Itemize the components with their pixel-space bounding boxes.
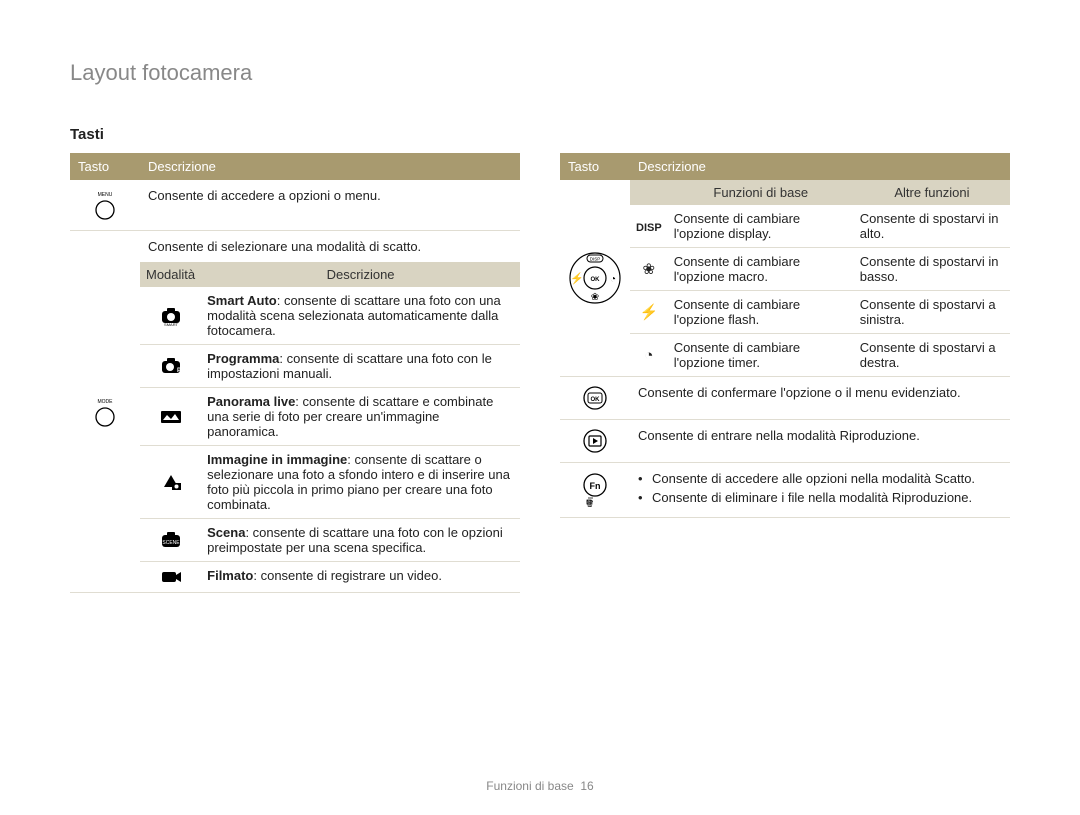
dial-row-timer: ◔ Consente di cambiare l'opzione timer. … <box>630 334 1010 377</box>
svg-text:MODE: MODE <box>98 399 114 405</box>
playback-desc: Consente di entrare nella modalità Ripro… <box>630 420 1010 463</box>
th-tasto: Tasto <box>70 153 140 180</box>
footer-label: Funzioni di base <box>486 779 573 793</box>
svg-text:DISP: DISP <box>590 257 601 262</box>
fn-desc: Consente di accedere alle opzioni nella … <box>630 463 1010 518</box>
th-modalita: Modalità <box>140 262 201 287</box>
smart-auto-label: Smart Auto <box>207 293 277 308</box>
fn-button-icon: Fn 🗑 <box>560 463 630 518</box>
pip-label: Immagine in immagine <box>207 452 347 467</box>
ok-button-icon: OK <box>560 377 630 420</box>
svg-text:SMART: SMART <box>164 322 178 327</box>
svg-text:OK: OK <box>591 277 601 283</box>
scene-text: : consente di scattare una foto con le o… <box>207 525 503 555</box>
page-footer: Funzioni di base 16 <box>0 779 1080 793</box>
mode-button-icon: MODE <box>70 231 140 593</box>
row-fn: Fn 🗑 Consente di accedere alle opzioni n… <box>560 463 1010 518</box>
svg-text:Fn: Fn <box>590 481 601 491</box>
program-icon: P <box>140 345 201 388</box>
dial-row-flash: ⚡ Consente di cambiare l'opzione flash. … <box>630 291 1010 334</box>
movie-text: : consente di registrare un video. <box>253 568 442 583</box>
th-descr-r: Descrizione <box>630 153 1010 180</box>
svg-text:SCENE: SCENE <box>162 540 180 546</box>
row-mode: MODE Consente di selezionare una modalit… <box>70 231 520 593</box>
playback-icon <box>560 420 630 463</box>
program-label: Programma <box>207 351 279 366</box>
scene-icon: SCENE <box>140 519 201 562</box>
smart-auto-icon: SMART <box>140 287 201 345</box>
mode-row-scene: SCENE Scena: consente di scattare una fo… <box>140 519 520 562</box>
pip-icon <box>140 446 201 519</box>
timer-icon: ◔ <box>630 334 668 377</box>
footer-page: 16 <box>580 779 593 793</box>
mode-table: Modalità Descrizione SMART Smart Auto: c… <box>140 262 520 592</box>
th-tasto-r: Tasto <box>560 153 630 180</box>
panorama-label: Panorama live <box>207 394 295 409</box>
ok-desc: Consente di confermare l'opzione o il me… <box>630 377 1010 420</box>
mode-intro: Consente di selezionare una modalità di … <box>140 231 520 262</box>
left-column: Tasto Descrizione MENU Consente di acced… <box>70 153 520 593</box>
mode-row-pip: Immagine in immagine: consente di scatta… <box>140 446 520 519</box>
th-base: Funzioni di base <box>668 180 854 205</box>
svg-text:❀: ❀ <box>591 292 599 303</box>
page-title: Layout fotocamera <box>70 60 1010 86</box>
mode-row-program: P Programma: consente di scattare una fo… <box>140 345 520 388</box>
svg-text:🗑: 🗑 <box>586 499 595 507</box>
svg-text:P: P <box>177 368 181 374</box>
row-dial: OK DISP ❀ ⚡ ◔ <box>560 180 1010 377</box>
mode-row-panorama: Panorama live: consente di scattare e co… <box>140 388 520 446</box>
th-other: Altre funzioni <box>854 180 1010 205</box>
dial-row-disp: DISP Consente di cambiare l'opzione disp… <box>630 205 1010 248</box>
section-title: Tasti <box>70 126 1010 143</box>
flash-icon: ⚡ <box>630 291 668 334</box>
svg-text:◔: ◔ <box>610 274 616 285</box>
right-column: Tasto Descrizione OK DISP <box>560 153 1010 593</box>
row-ok: OK Consente di confermare l'opzione o il… <box>560 377 1010 420</box>
disp-icon: DISP <box>630 205 668 248</box>
fn-bullet-1: Consente di accedere alle opzioni nella … <box>638 471 1002 486</box>
svg-text:MENU: MENU <box>98 192 113 198</box>
left-table: Tasto Descrizione MENU Consente di acced… <box>70 153 520 593</box>
scene-label: Scena <box>207 525 245 540</box>
th-descrizione: Descrizione <box>201 262 520 287</box>
mode-row-movie: Filmato: consente di registrare un video… <box>140 562 520 593</box>
row-playback: Consente di entrare nella modalità Ripro… <box>560 420 1010 463</box>
right-table: Tasto Descrizione OK DISP <box>560 153 1010 518</box>
row-menu: MENU Consente di accedere a opzioni o me… <box>70 180 520 231</box>
dial-icon: OK DISP ❀ ⚡ ◔ <box>560 180 630 377</box>
movie-icon <box>140 562 201 593</box>
svg-text:⚡: ⚡ <box>570 272 584 285</box>
dial-table: Funzioni di base Altre funzioni DISP Con… <box>630 180 1010 376</box>
menu-button-icon: MENU <box>70 180 140 231</box>
menu-desc: Consente di accedere a opzioni o menu. <box>140 180 520 231</box>
mode-row-smart-auto: SMART Smart Auto: consente di scattare u… <box>140 287 520 345</box>
dial-row-macro: ❀ Consente di cambiare l'opzione macro. … <box>630 248 1010 291</box>
th-descr: Descrizione <box>140 153 520 180</box>
fn-bullet-2: Consente di eliminare i file nella modal… <box>638 490 1002 505</box>
macro-icon: ❀ <box>630 248 668 291</box>
svg-text:OK: OK <box>591 397 601 403</box>
movie-label: Filmato <box>207 568 253 583</box>
panorama-icon <box>140 388 201 446</box>
